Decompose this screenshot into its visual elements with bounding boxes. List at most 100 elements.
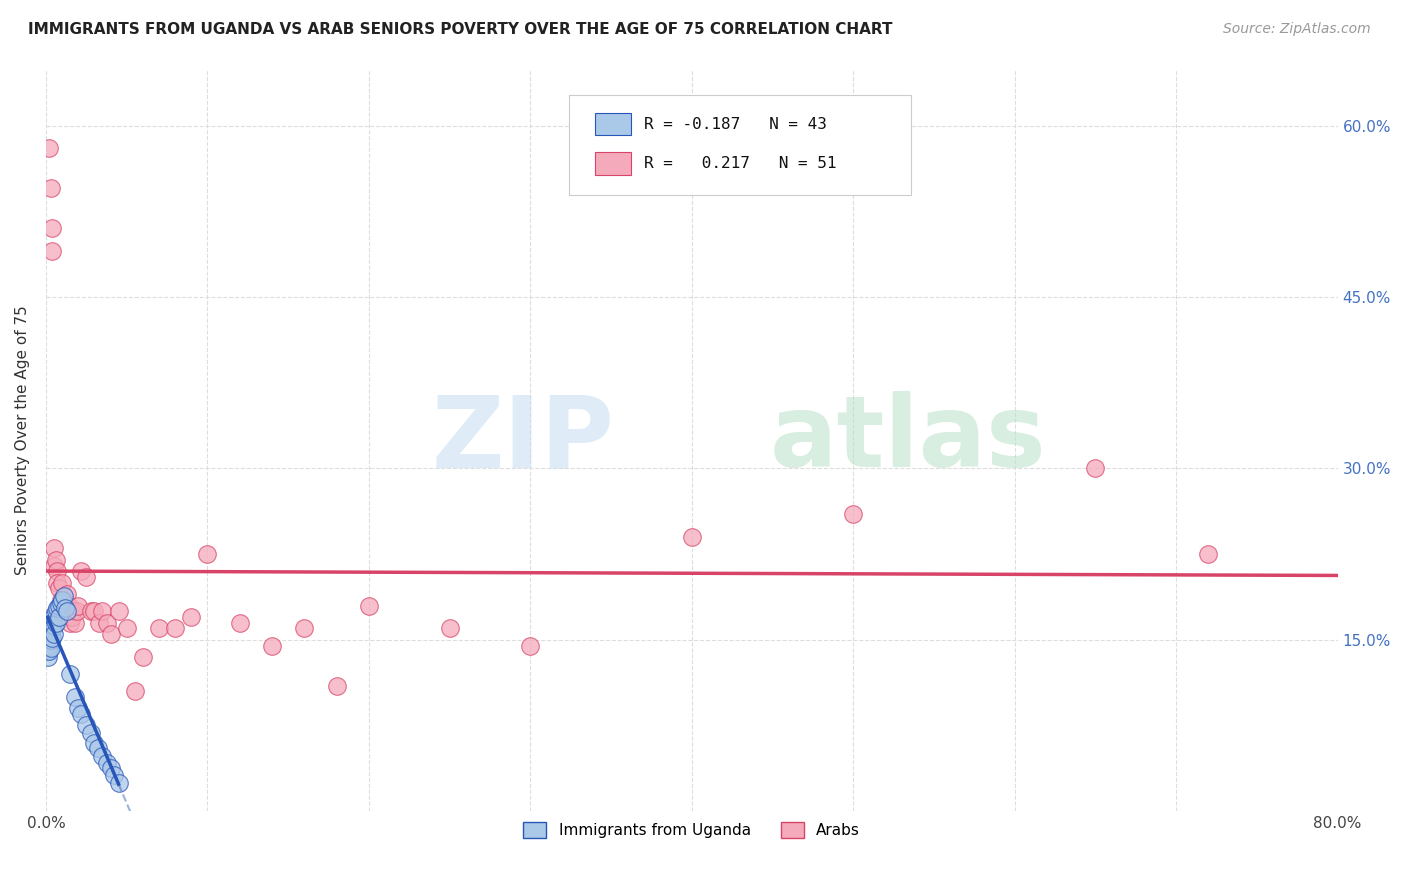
Point xyxy=(46,600,69,615)
Point xyxy=(39,632,62,647)
Point xyxy=(52,590,75,604)
Point xyxy=(42,541,65,556)
Text: ZIP: ZIP xyxy=(432,392,614,488)
Point xyxy=(83,604,105,618)
Point xyxy=(124,684,146,698)
Point xyxy=(48,599,70,613)
Point xyxy=(165,621,187,635)
Point xyxy=(115,621,138,635)
Point xyxy=(292,621,315,635)
Point xyxy=(100,627,122,641)
Point xyxy=(49,592,72,607)
Point xyxy=(357,599,380,613)
Point xyxy=(75,570,97,584)
Point xyxy=(39,624,62,638)
Point xyxy=(439,621,461,635)
Point xyxy=(70,707,93,722)
FancyBboxPatch shape xyxy=(595,153,631,175)
Point xyxy=(48,582,70,596)
Point xyxy=(228,615,250,630)
Point xyxy=(132,649,155,664)
Point xyxy=(60,610,83,624)
Point xyxy=(53,600,76,615)
Point xyxy=(56,587,79,601)
Point xyxy=(80,604,103,618)
Point xyxy=(45,604,67,618)
Point xyxy=(148,621,170,635)
Point xyxy=(63,690,86,704)
Point xyxy=(519,639,541,653)
Point xyxy=(39,615,62,630)
Text: Source: ZipAtlas.com: Source: ZipAtlas.com xyxy=(1223,22,1371,37)
Point xyxy=(39,640,62,655)
Point xyxy=(38,644,60,658)
Point xyxy=(63,615,86,630)
Point xyxy=(96,615,118,630)
Point xyxy=(45,615,67,630)
Point xyxy=(91,749,114,764)
Point xyxy=(52,592,75,607)
Point xyxy=(49,604,72,618)
Point xyxy=(41,621,63,635)
Point xyxy=(38,141,60,155)
Point xyxy=(46,575,69,590)
Point xyxy=(39,181,62,195)
Point xyxy=(66,604,89,618)
Point xyxy=(91,604,114,618)
Point xyxy=(53,604,76,618)
Point xyxy=(67,599,90,613)
Point xyxy=(62,604,84,618)
FancyBboxPatch shape xyxy=(595,113,631,136)
Point xyxy=(41,221,63,235)
Point xyxy=(38,627,60,641)
Point xyxy=(41,631,63,645)
Point xyxy=(42,619,65,633)
Point xyxy=(89,615,111,630)
Point xyxy=(38,621,60,635)
Legend: Immigrants from Uganda, Arabs: Immigrants from Uganda, Arabs xyxy=(517,816,866,845)
Text: R = -0.187   N = 43: R = -0.187 N = 43 xyxy=(644,117,827,132)
Point xyxy=(842,507,865,521)
Point xyxy=(59,615,82,630)
Point xyxy=(59,667,82,681)
Point xyxy=(41,612,63,626)
Point xyxy=(1198,547,1220,561)
Point xyxy=(80,726,103,740)
Point xyxy=(51,575,73,590)
Point xyxy=(59,604,82,618)
Point xyxy=(1084,461,1107,475)
Point xyxy=(45,553,67,567)
Point xyxy=(100,761,122,775)
Point xyxy=(42,558,65,573)
Point xyxy=(37,649,59,664)
Point xyxy=(37,635,59,649)
Point xyxy=(37,644,59,658)
Point xyxy=(86,741,108,756)
Point xyxy=(49,596,72,610)
Point xyxy=(42,607,65,622)
Point xyxy=(58,599,80,613)
Text: R =   0.217   N = 51: R = 0.217 N = 51 xyxy=(644,156,837,171)
Point xyxy=(260,639,283,653)
Point xyxy=(197,547,219,561)
Text: IMMIGRANTS FROM UGANDA VS ARAB SENIORS POVERTY OVER THE AGE OF 75 CORRELATION CH: IMMIGRANTS FROM UGANDA VS ARAB SENIORS P… xyxy=(28,22,893,37)
Point xyxy=(67,701,90,715)
Point xyxy=(180,610,202,624)
Point xyxy=(681,530,703,544)
FancyBboxPatch shape xyxy=(569,95,911,194)
Point xyxy=(103,767,125,781)
Point xyxy=(51,592,73,607)
Point xyxy=(41,244,63,259)
Point xyxy=(38,632,60,647)
Point xyxy=(107,775,129,789)
Point xyxy=(56,604,79,618)
Point xyxy=(37,639,59,653)
Point xyxy=(325,678,347,692)
Point xyxy=(37,627,59,641)
Point xyxy=(46,564,69,578)
Point xyxy=(96,756,118,771)
Point xyxy=(48,610,70,624)
Y-axis label: Seniors Poverty Over the Age of 75: Seniors Poverty Over the Age of 75 xyxy=(15,305,30,574)
Text: atlas: atlas xyxy=(769,392,1046,488)
Point xyxy=(38,639,60,653)
